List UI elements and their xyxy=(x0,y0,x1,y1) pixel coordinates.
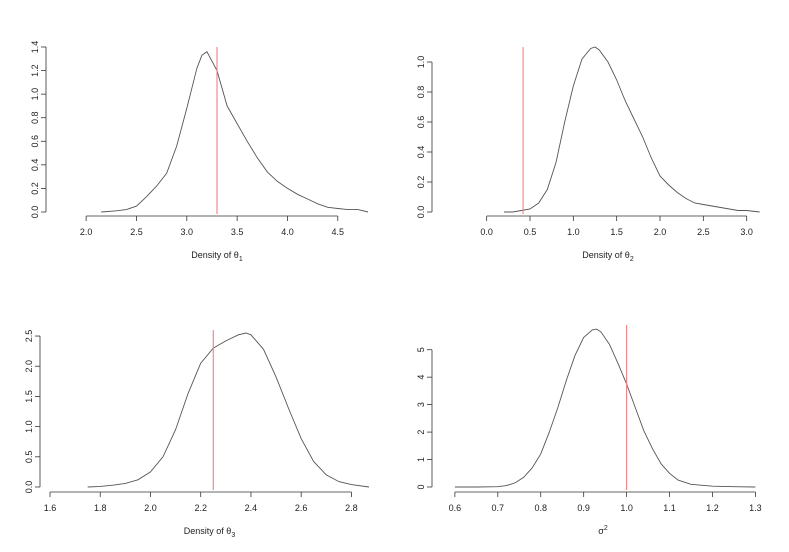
x-tick-label: 2.5 xyxy=(130,227,143,237)
x-axis-title: Density of θ3 xyxy=(184,526,236,539)
y-tick-label: 4 xyxy=(416,375,426,380)
x-tick-label: 1.5 xyxy=(610,227,623,237)
y-tick-label: 0.0 xyxy=(24,481,34,494)
x-tick-label: 1.0 xyxy=(567,227,580,237)
x-tick-label: 1.6 xyxy=(44,503,57,513)
x-tick-label: 2.0 xyxy=(654,227,667,237)
x-axis-title-text: Density of xyxy=(184,526,227,536)
x-tick-label: 1.3 xyxy=(749,503,762,513)
x-axis-title-text: Density of xyxy=(191,250,234,260)
x-tick-label: 2.0 xyxy=(144,503,157,513)
x-tick-label: 4.0 xyxy=(281,227,294,237)
y-tick-label: 2.0 xyxy=(24,360,34,373)
panel-theta2: 0.0 0.5 1.0 1.5 2.0 2.5 3.0 0.0 0.2 0.4 0.6 0.8 1.0 D… xyxy=(416,46,760,263)
x-axis-title-superscript: 2 xyxy=(604,525,608,532)
y-tick-label: 0.4 xyxy=(30,159,40,172)
y-tick-label: 0.2 xyxy=(416,176,426,189)
y-tick-label: 0.0 xyxy=(30,206,40,219)
y-tick-label: 3 xyxy=(416,402,426,407)
x-axis-title-subscript: 2 xyxy=(630,256,634,263)
x-axis-title-symbol: σ xyxy=(598,526,604,536)
x-tick-label: 2.2 xyxy=(194,503,207,513)
x-tick-label: 1.2 xyxy=(706,503,719,513)
y-tick-label: 0.2 xyxy=(30,182,40,195)
y-tick-label: 1.0 xyxy=(416,56,426,69)
panel-theta1: 2.0 2.5 3.0 3.5 4.0 4.5 0.0 0.2 0.4 0.6 0.8 1.0 1.2 1… xyxy=(30,41,369,263)
y-tick-label: 0.6 xyxy=(30,135,40,148)
x-tick-label: 2.5 xyxy=(697,227,710,237)
x-tick-label: 1.0 xyxy=(620,503,633,513)
y-tick-label: 1.4 xyxy=(30,41,40,54)
x-axis-title-symbol: θ xyxy=(625,250,630,260)
x-tick-label: 0.7 xyxy=(492,503,505,513)
x-tick-label: 3.0 xyxy=(181,227,194,237)
x-axis-title-symbol: θ xyxy=(226,526,231,536)
density-curve xyxy=(504,46,760,213)
x-tick-label: 0.5 xyxy=(524,227,537,237)
x-axis-title: Density of θ2 xyxy=(582,250,634,263)
y-tick-label: 1.2 xyxy=(30,64,40,77)
x-axis-title: Density of θ1 xyxy=(191,250,243,263)
x-tick-label: 2.0 xyxy=(80,227,93,237)
y-tick-label: 0.0 xyxy=(416,206,426,219)
density-curve xyxy=(101,51,369,213)
y-tick-label: 2.5 xyxy=(24,330,34,343)
x-tick-label: 4.5 xyxy=(332,227,345,237)
x-axis-title-subscript: 1 xyxy=(239,256,243,263)
y-tick-label: 2 xyxy=(416,430,426,435)
x-tick-label: 2.4 xyxy=(245,503,258,513)
x-tick-label: 0.9 xyxy=(577,503,590,513)
density-curve xyxy=(87,332,370,488)
y-tick-label: 0.8 xyxy=(416,86,426,99)
x-tick-label: 3.5 xyxy=(231,227,244,237)
x-tick-label: 1.8 xyxy=(94,503,107,513)
y-tick-label: 1.5 xyxy=(24,390,34,403)
y-tick-label: 1.0 xyxy=(30,88,40,101)
x-axis-title: σ2 xyxy=(598,525,608,536)
y-tick-label: 1.0 xyxy=(24,420,34,433)
x-tick-label: 3.0 xyxy=(740,227,753,237)
x-tick-label: 2.8 xyxy=(345,503,358,513)
x-tick-label: 2.6 xyxy=(295,503,308,513)
y-tick-label: 0 xyxy=(416,484,426,489)
x-axis-title-symbol: θ xyxy=(234,250,239,260)
y-tick-label: 0.4 xyxy=(416,146,426,159)
y-tick-label: 0.6 xyxy=(416,116,426,129)
x-tick-label: 0.0 xyxy=(480,227,493,237)
density-curve xyxy=(454,328,756,488)
y-tick-label: 5 xyxy=(416,347,426,352)
x-axis-title-subscript: 3 xyxy=(231,532,235,539)
x-tick-label: 0.8 xyxy=(534,503,547,513)
x-tick-label: 0.6 xyxy=(449,503,462,513)
y-tick-label: 0.5 xyxy=(24,451,34,464)
x-tick-label: 1.1 xyxy=(663,503,676,513)
panel-theta3: 1.6 1.8 2.0 2.2 2.4 2.6 2.8 0.0 0.5 1.0 1.5 2.0 2.5 D… xyxy=(24,330,370,539)
y-tick-label: 1 xyxy=(416,457,426,462)
y-tick-label: 0.8 xyxy=(30,111,40,124)
x-axis-title-text: Density of xyxy=(582,250,625,260)
